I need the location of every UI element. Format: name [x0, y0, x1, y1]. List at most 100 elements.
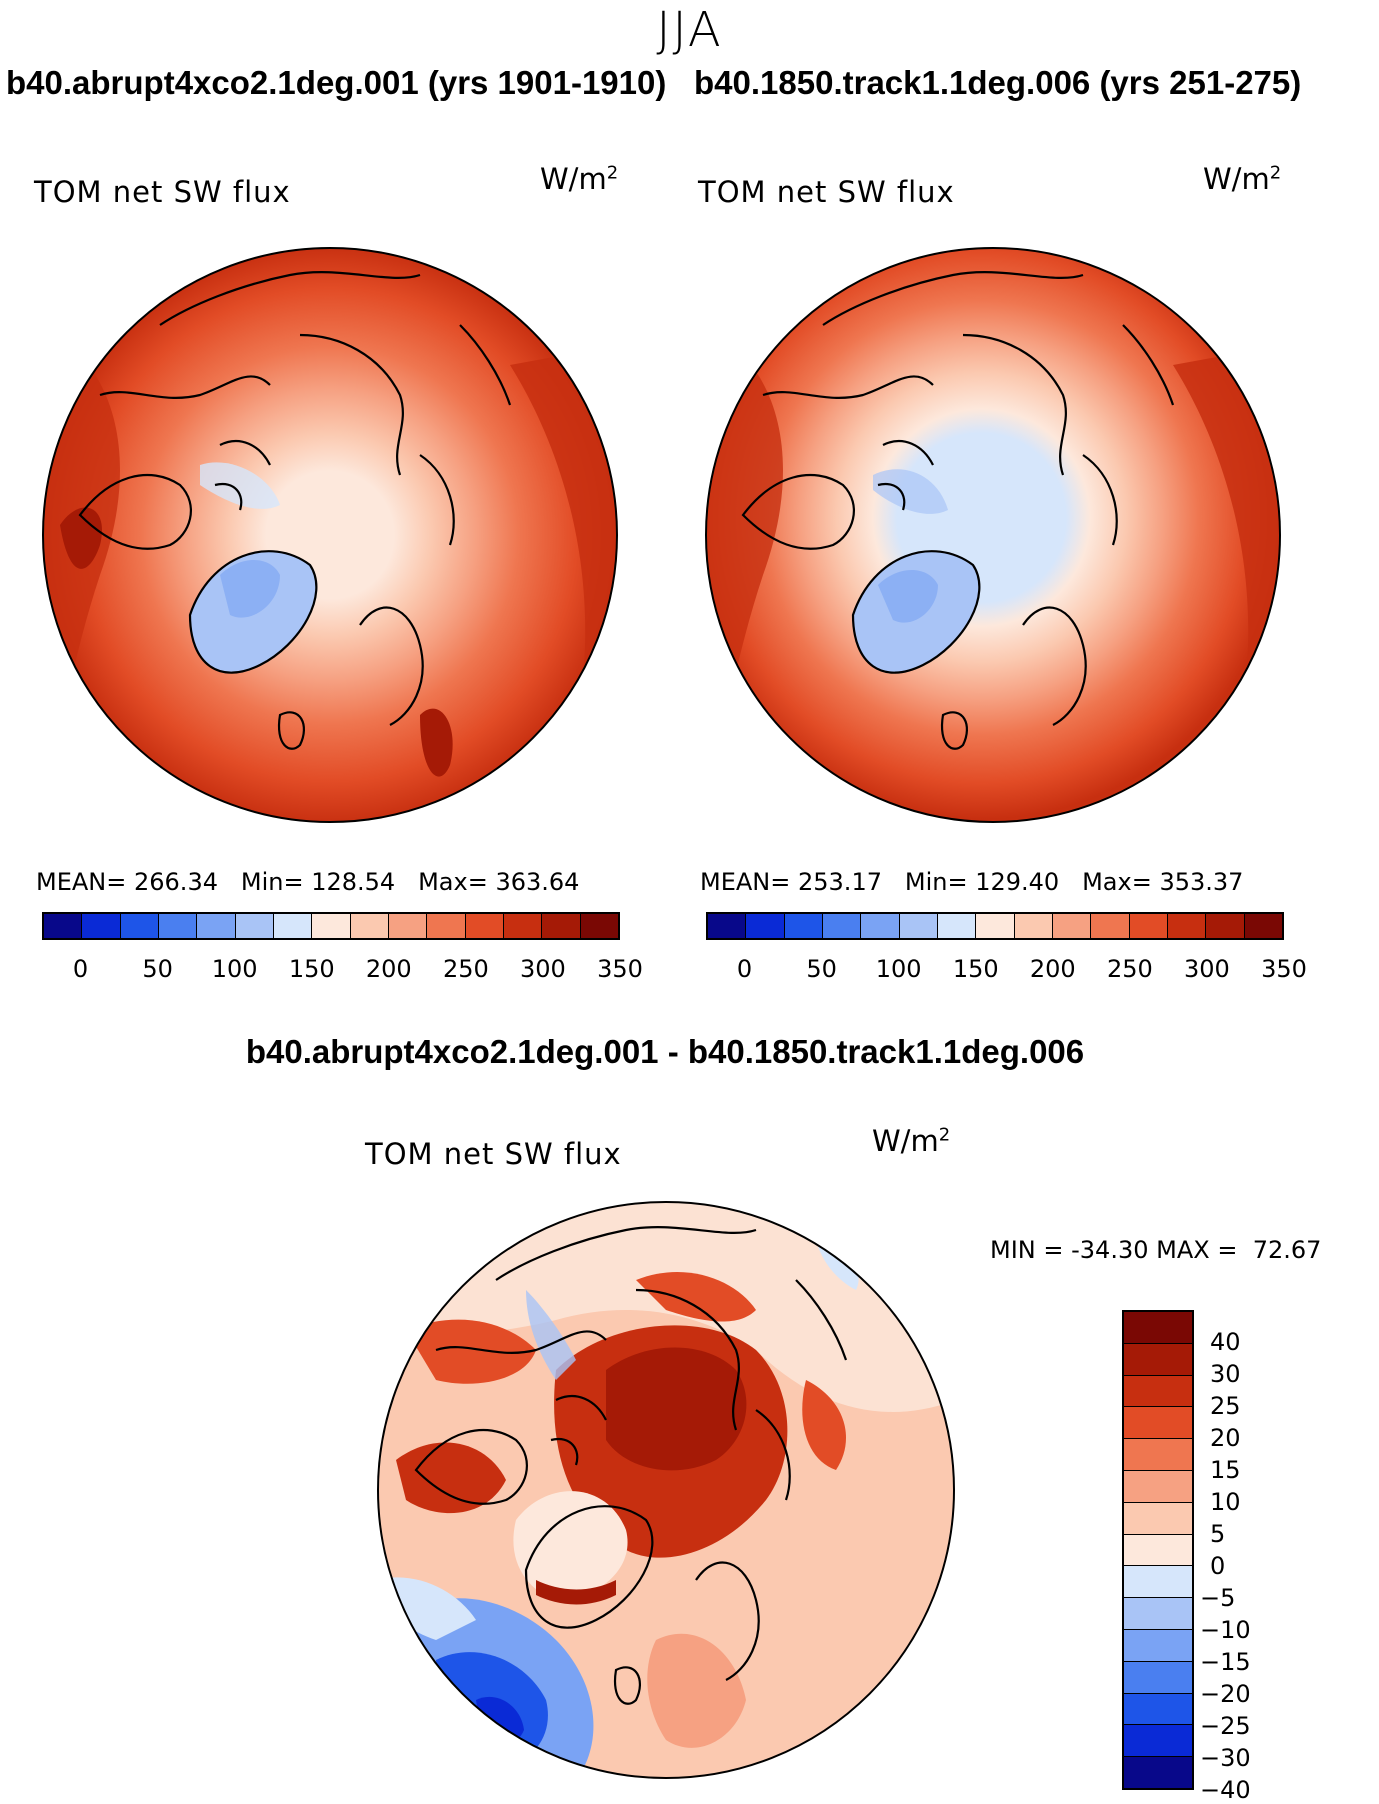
diff-colorbar-tick-label: 20: [1210, 1424, 1241, 1452]
left-colorbar-swatch: [235, 914, 274, 938]
diff-colorbar-swatch: [1124, 1502, 1192, 1535]
right-mean-label: MEAN=: [700, 868, 791, 896]
left-units-exp: 2: [606, 162, 619, 184]
diff-colorbar-swatch: [1124, 1661, 1192, 1694]
diff-colorbar-swatch: [1124, 1343, 1192, 1376]
left-units: W/m2: [540, 162, 618, 196]
left-colorbar-swatch: [197, 914, 236, 938]
left-polar-map: [42, 247, 618, 823]
diff-colorbar-swatch: [1124, 1725, 1192, 1758]
left-colorbar: [42, 912, 620, 940]
right-colorbar: [706, 912, 1284, 940]
left-colorbar-tick-label: 50: [142, 955, 173, 983]
diff-colorbar-swatch: [1124, 1375, 1192, 1408]
left-colorbar-swatch: [542, 914, 581, 938]
left-colorbar-tick-label: 150: [288, 955, 335, 983]
diff-colorbar-tick-label: −30: [1200, 1744, 1251, 1772]
diff-colorbar-swatch: [1124, 1439, 1192, 1471]
left-colorbar-tick-label: 200: [365, 955, 412, 983]
left-colorbar-swatch: [273, 914, 313, 938]
diff-title: b40.abrupt4xco2.1deg.001 - b40.1850.trac…: [245, 1033, 1085, 1070]
right-max-value: 353.37: [1159, 868, 1244, 896]
left-colorbar-swatch: [120, 914, 159, 938]
diff-colorbar-tick-label: −5: [1200, 1584, 1236, 1612]
diff-colorbar-tick-label: 40: [1210, 1328, 1241, 1356]
right-polar-map: [705, 247, 1281, 823]
right-units-base: W/m: [1203, 162, 1270, 196]
right-colorbar-tick-label: 250: [1106, 955, 1153, 983]
right-colorbar-swatch: [822, 914, 862, 938]
diff-colorbar-swatch: [1124, 1693, 1192, 1726]
left-min-value: 128.54: [311, 868, 396, 896]
diff-colorbar-tick-label: −20: [1200, 1680, 1251, 1708]
diff-colorbar-tick-label: 10: [1210, 1488, 1241, 1516]
diff-max-label: MAX =: [1156, 1236, 1238, 1264]
right-colorbar-swatch: [1167, 914, 1207, 938]
diff-colorbar-tick-label: −15: [1200, 1648, 1251, 1676]
left-colorbar-swatch: [158, 914, 198, 938]
right-colorbar-tick-label: 300: [1184, 955, 1230, 983]
right-colorbar-swatch: [899, 914, 938, 938]
left-colorbar-swatch: [44, 914, 83, 938]
diff-max-value: 72.67: [1252, 1236, 1322, 1264]
diff-units: W/m2: [872, 1124, 950, 1158]
diff-colorbar-tick-label: 30: [1210, 1360, 1241, 1388]
right-colorbar-swatch: [1129, 914, 1168, 938]
left-mean-label: MEAN=: [36, 868, 127, 896]
right-max-label: Max=: [1082, 868, 1152, 896]
right-colorbar-swatch: [784, 914, 823, 938]
right-variable-label: TOM net SW flux: [698, 175, 955, 209]
right-colorbar-swatch: [1206, 914, 1245, 938]
left-stats: MEAN= 266.34 Min= 128.54 Max= 363.64: [36, 868, 579, 896]
right-min-value: 129.40: [975, 868, 1060, 896]
right-colorbar-tick-label: 200: [1029, 955, 1076, 983]
left-min-label: Min=: [240, 868, 304, 896]
right-min-label: Min=: [904, 868, 968, 896]
diff-colorbar-tick-label: −40: [1200, 1776, 1251, 1804]
left-colorbar-swatch: [388, 914, 428, 938]
right-colorbar-swatch: [937, 914, 977, 938]
left-units-base: W/m: [540, 162, 607, 196]
left-colorbar-swatch: [503, 914, 543, 938]
right-colorbar-swatch: [1052, 914, 1092, 938]
left-max-label: Max=: [418, 868, 488, 896]
diff-colorbar-tick-label: 0: [1210, 1552, 1226, 1580]
diff-colorbar-tick-label: 5: [1210, 1520, 1226, 1548]
right-colorbar-swatch: [1014, 914, 1053, 938]
diff-colorbar-swatch: [1124, 1629, 1192, 1662]
diff-colorbar-swatch: [1124, 1566, 1192, 1599]
diff-colorbar-tick-label: −10: [1200, 1616, 1251, 1644]
left-max-value: 363.64: [495, 868, 580, 896]
right-colorbar-tick-label: 0: [736, 955, 753, 983]
diff-polar-map: [377, 1201, 955, 1779]
diff-variable-label: TOM net SW flux: [365, 1137, 622, 1171]
right-colorbar-swatch: [861, 914, 900, 938]
left-colorbar-swatch: [580, 914, 618, 938]
diff-colorbar-swatch: [1124, 1407, 1192, 1440]
right-colorbar-swatch: [708, 914, 747, 938]
right-colorbar-tick-label: 50: [806, 955, 837, 983]
diff-colorbar: [1122, 1310, 1194, 1790]
right-colorbar-tick-label: 350: [1261, 955, 1307, 983]
left-colorbar-swatch: [312, 914, 351, 938]
right-case-title: b40.1850.track1.1deg.006 (yrs 251-275): [694, 64, 1302, 101]
left-colorbar-tick-label: 250: [442, 955, 489, 983]
left-colorbar-swatch: [465, 914, 504, 938]
right-mean-value: 253.17: [798, 868, 882, 896]
diff-minmax: MIN = -34.30 MAX = 72.67: [990, 1236, 1321, 1264]
diff-colorbar-swatch: [1124, 1312, 1192, 1344]
diff-min-label: MIN =: [990, 1236, 1064, 1264]
left-colorbar-tick-label: 100: [211, 955, 258, 983]
right-colorbar-tick-label: 150: [952, 955, 999, 983]
right-units: W/m2: [1203, 162, 1281, 196]
diff-colorbar-swatch: [1124, 1598, 1192, 1630]
diff-colorbar-tick-label: −25: [1200, 1712, 1251, 1740]
diff-units-base: W/m: [872, 1124, 939, 1158]
left-case-title: b40.abrupt4xco2.1deg.001 (yrs 1901-1910): [6, 64, 667, 101]
diff-colorbar-tick-label: 15: [1210, 1456, 1241, 1484]
left-variable-label: TOM net SW flux: [34, 175, 291, 209]
right-colorbar-swatch: [746, 914, 785, 938]
diff-min-value: -34.30: [1071, 1236, 1149, 1264]
right-colorbar-swatch: [976, 914, 1015, 938]
left-colorbar-swatch: [427, 914, 466, 938]
